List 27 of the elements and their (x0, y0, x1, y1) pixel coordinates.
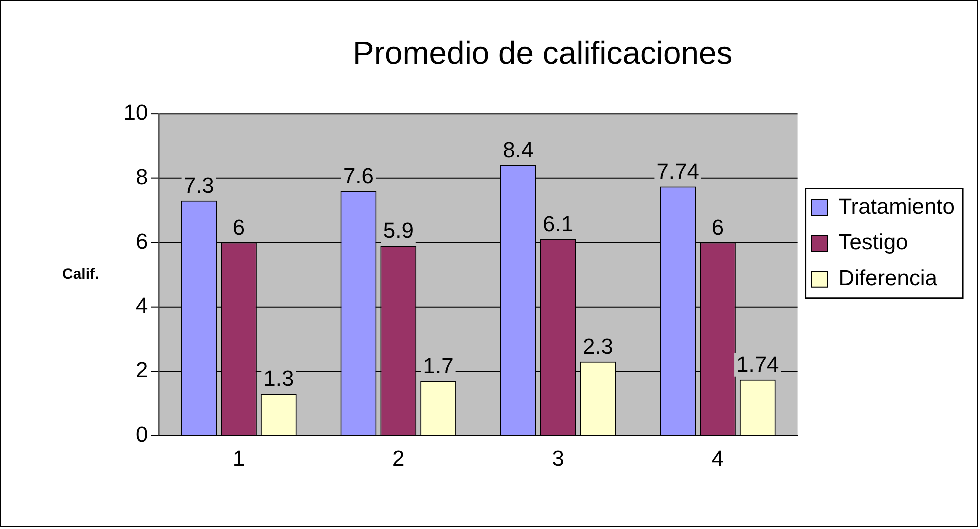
data-label: 1.74 (736, 352, 780, 378)
y-axis-title: Calif. (62, 266, 100, 284)
y-tick-label: 6 (136, 228, 148, 254)
legend-label: Diferencia (838, 265, 938, 290)
y-tick-label: 10 (124, 100, 148, 126)
y-tick-label: 4 (136, 293, 148, 318)
data-label: 1.7 (423, 353, 454, 378)
x-tick-label: 1 (232, 446, 246, 472)
y-tick-label: 0 (136, 422, 148, 447)
data-label: 6 (232, 214, 246, 240)
data-label: 1.3 (264, 366, 294, 392)
data-label: 6 (712, 214, 724, 240)
legend-label: Tratamiento (838, 194, 955, 219)
data-label: 8.4 (503, 138, 534, 163)
data-label: 2.3 (582, 334, 614, 359)
data-label: 6.1 (543, 212, 574, 237)
x-tick-label: 4 (712, 446, 724, 472)
data-label: 5.9 (383, 218, 414, 244)
y-tick-label: 2 (136, 358, 148, 383)
x-tick-label: 2 (392, 446, 405, 472)
chart-title: Promedio de calificaciones (353, 34, 733, 71)
y-tick-label: 8 (136, 164, 148, 190)
data-label: 7.74 (656, 158, 700, 184)
x-tick-label: 3 (552, 446, 564, 472)
data-label: 7.3 (184, 173, 214, 198)
data-label: 7.6 (343, 163, 374, 188)
legend-label: Testigo (838, 230, 908, 255)
